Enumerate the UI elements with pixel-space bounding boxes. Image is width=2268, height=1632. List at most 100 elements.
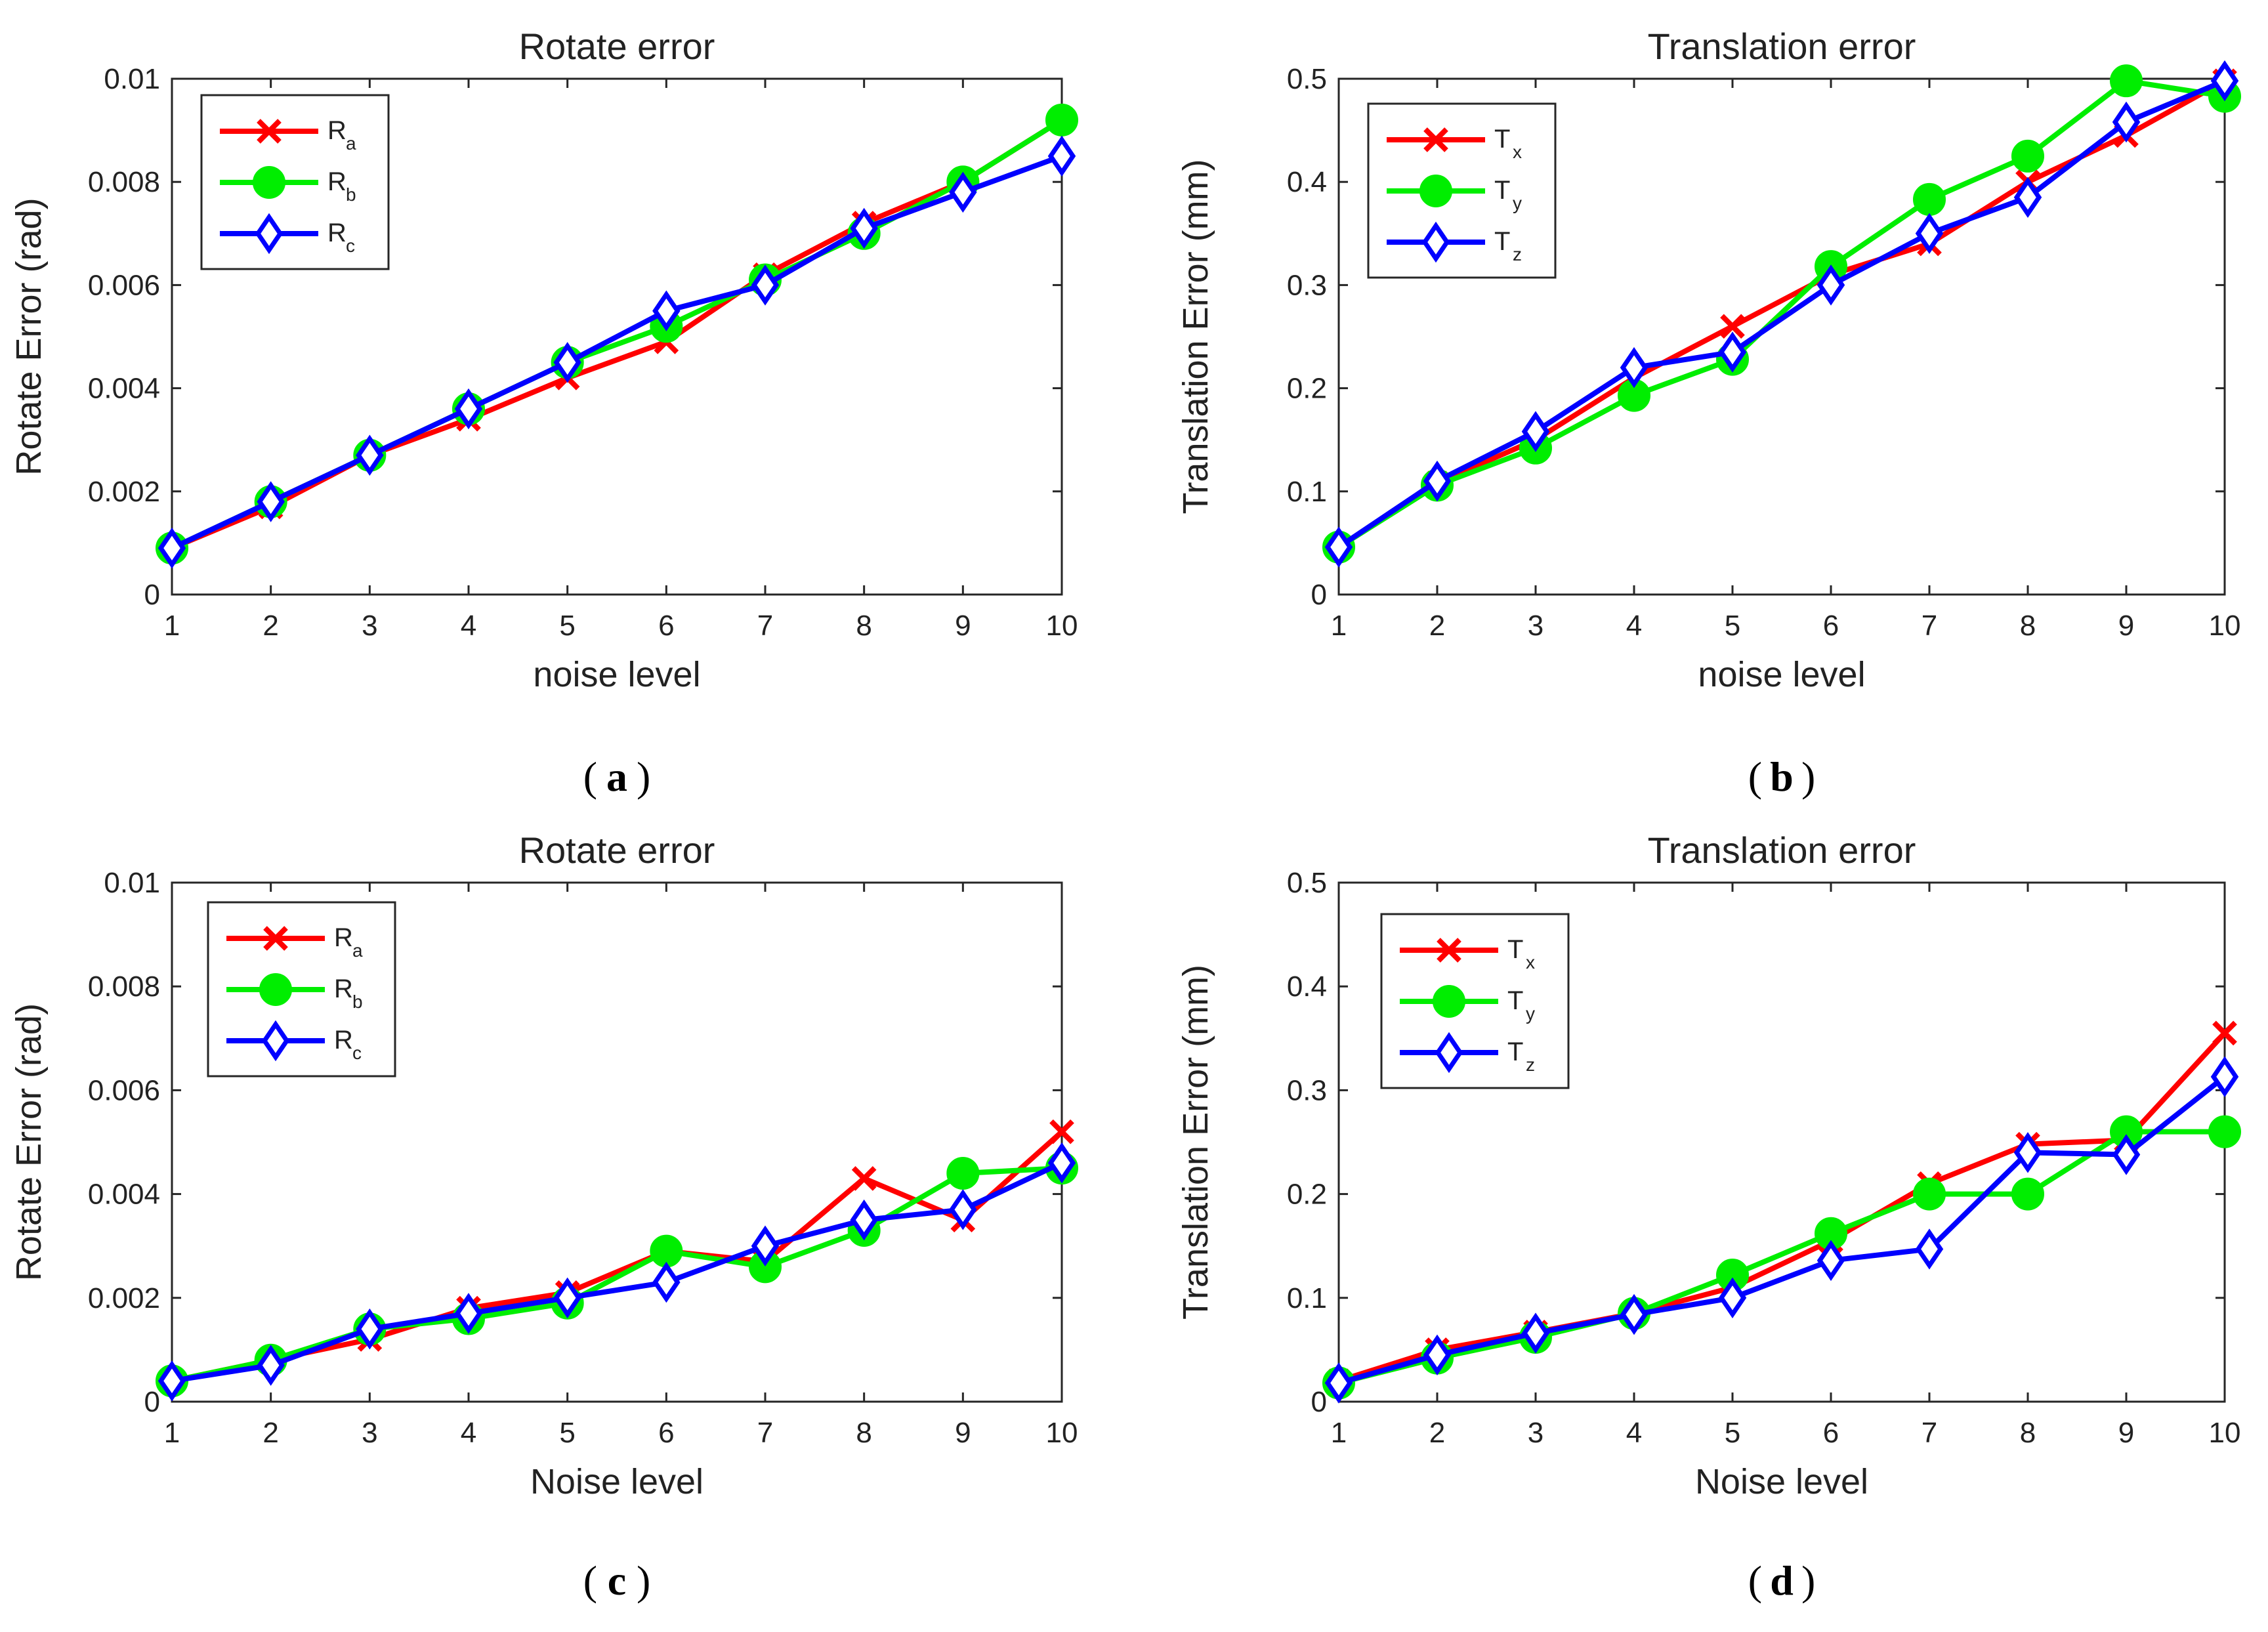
caption-close-paren: ) [1801,1557,1815,1604]
y-tick-label: 0.01 [104,867,160,899]
x-tick-label: 5 [559,1417,575,1449]
chart-title: Rotate error [519,829,715,871]
y-tick-label: 0.4 [1287,166,1327,198]
data-point-Rc [850,1199,878,1241]
y-tick-label: 0.1 [1287,476,1327,508]
x-tick-label: 5 [559,610,575,642]
legend-subscript: x [1513,142,1522,162]
x-tick-label: 10 [2209,1417,2241,1449]
data-point-Ra [1049,1119,1074,1144]
legend-marker [255,213,284,255]
data-point-Rc [1047,1142,1076,1184]
legend-marker [1421,221,1450,263]
legend-subscript: a [352,940,363,961]
data-point-Rc [949,171,977,213]
data-point-Tz [1521,1312,1550,1354]
data-point-Rc [652,290,681,331]
legend-marker [263,926,288,951]
data-point-Ty [2011,1177,2044,1211]
caption-close-paren: ) [637,1557,650,1604]
data-point-Tz [1620,346,1648,388]
y-tick-label: 0.006 [88,1074,160,1106]
x-tick-label: 1 [164,1417,180,1449]
y-tick-label: 0.4 [1287,971,1327,1003]
x-tick-label: 3 [1528,1417,1544,1449]
legend-label: T [1507,1037,1523,1066]
x-tick-label: 8 [2020,610,2036,642]
x-axis-label: Noise level [530,1462,704,1501]
y-tick-label: 0.008 [88,971,160,1003]
legend-label: R [334,974,353,1003]
x-tick-label: 2 [262,610,278,642]
x-tick-label: 6 [1823,610,1839,642]
legend-subscript: y [1513,193,1522,213]
series-line-Rc [171,1160,1063,1384]
x-tick-label: 1 [1331,1417,1347,1449]
panel-c: 0 0.002 0.004 0.006 0.008 0.01 1 2 3 4 5 6 7 8 9 10 Rota… [9,829,1078,1604]
legend-marker [1433,985,1465,1018]
data-point-Tz [1324,1362,1353,1404]
x-tick-label: 9 [955,1417,971,1449]
legend-marker [1423,127,1448,152]
series-line-Ty [1338,1129,2225,1386]
data-point-Tz [2013,1132,2042,1173]
data-point-Tz [2112,1134,2141,1175]
data-point-Rc [949,1189,977,1230]
data-point-Tz [2013,177,2042,219]
caption-letter: b [1770,753,1794,800]
legend-marker [259,973,292,1006]
legend-label: R [327,219,346,247]
x-tick-label: 3 [1528,610,1544,642]
y-tick-label: 0.004 [88,373,160,405]
data-point-Rc [751,264,780,306]
caption-letter: c [608,1557,626,1604]
y-axis-label: Rotate Error (rad) [9,198,49,475]
data-point-Rc [356,434,384,476]
data-point-Tz [2210,60,2239,102]
x-tick-label: 4 [1626,1417,1642,1449]
x-axis-label: noise level [533,655,700,694]
x-tick-label: 9 [2118,1417,2134,1449]
caption-letter: d [1770,1557,1794,1604]
x-tick-label: 7 [1922,610,1937,642]
x-tick-label: 10 [2209,610,2241,642]
legend-label: R [327,116,346,145]
data-point-Tx [2212,1020,2237,1046]
y-tick-label: 0.006 [88,269,160,301]
y-tick-label: 0.004 [88,1179,160,1211]
y-tick-label: 0 [1311,1386,1327,1418]
panel-d: 0 0.1 0.2 0.3 0.4 0.5 1 2 3 4 5 6 7 8 9 10 Translation e… [1176,829,2241,1604]
y-axis-label: Translation Error (mm) [1176,159,1215,514]
data-point-Rc [158,528,186,569]
data-point-Rb [946,1156,980,1190]
data-point-Tz [1423,460,1452,502]
legend-subscript: c [346,236,355,256]
data-point-Rc [553,1277,581,1319]
data-point-Ra [851,1166,877,1191]
y-tick-label: 0.01 [104,63,160,95]
legend-label: R [327,167,346,196]
x-tick-label: 3 [362,610,377,642]
data-point-Rc [652,1261,681,1303]
caption-open-paren: ( [1748,1557,1762,1604]
data-point-Tz [2210,1056,2239,1098]
x-tick-label: 4 [461,610,476,642]
y-tick-label: 0 [144,579,160,611]
data-point-Tz [1620,1293,1648,1335]
data-point-Rb [1045,103,1078,136]
data-point-Tz [1816,264,1845,306]
legend-marker [261,1020,290,1062]
x-tick-label: 2 [1429,610,1445,642]
data-point-Ty [1913,182,1946,216]
y-tick-label: 0.5 [1287,63,1327,95]
legend-subscript: z [1526,1055,1535,1075]
data-point-Tz [1718,331,1747,373]
data-point-Rc [257,481,285,522]
data-point-Tz [1915,213,1944,255]
data-point-Rc [356,1308,384,1350]
x-tick-label: 10 [1046,1417,1078,1449]
series-line-Tz [1337,1074,2227,1386]
